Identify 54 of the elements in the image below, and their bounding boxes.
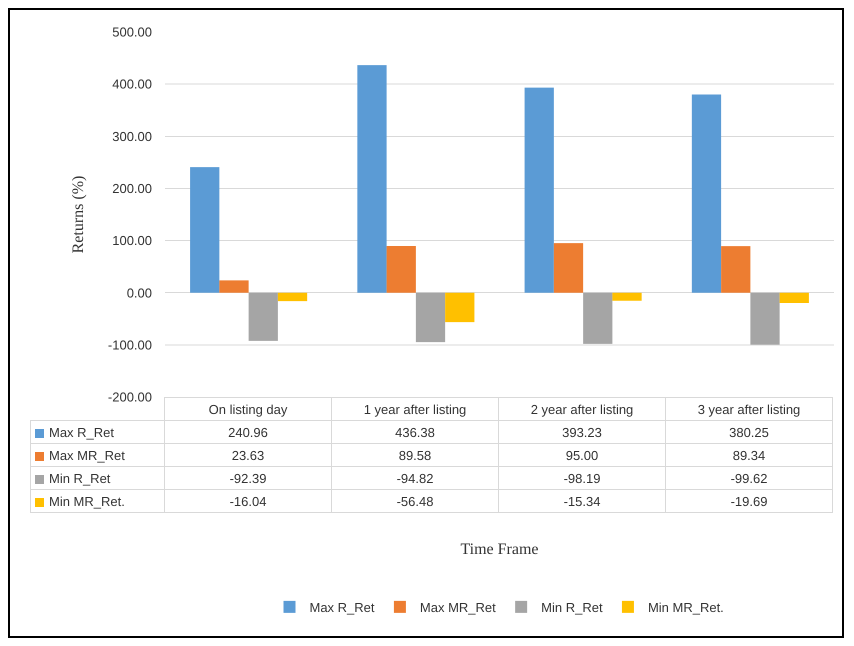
- y-tick-label: 100.00: [112, 233, 152, 248]
- x-tick-label: 3 year after listing: [666, 398, 832, 420]
- data-label: 393.23: [498, 420, 666, 444]
- x-tick-label: On listing day: [164, 398, 332, 420]
- x-tick-label: 1 year after listing: [332, 398, 498, 420]
- y-tick-label: 0.00: [126, 285, 152, 300]
- y-tick-label: 400.00: [112, 76, 152, 92]
- bar: [190, 167, 220, 293]
- y-tick-label: -100.00: [108, 337, 152, 352]
- y-axis-title: Returns (%): [70, 176, 87, 254]
- y-tick-label: 200.00: [112, 180, 152, 196]
- bar: [386, 246, 416, 293]
- data-label: -99.62: [666, 466, 832, 490]
- bar: [248, 292, 278, 341]
- bar: [721, 246, 750, 293]
- data-label: -98.19: [498, 466, 666, 490]
- bar: [612, 292, 642, 301]
- text: Max R_Ret: [310, 600, 375, 615]
- bar: [554, 243, 584, 293]
- legend-label: Max R_Ret: [49, 424, 114, 440]
- bar: [750, 292, 780, 345]
- y-tick-label: 300.00: [112, 128, 152, 144]
- bar: [219, 280, 249, 293]
- data-label: 89.34: [666, 444, 832, 466]
- text: Min MR_Ret.: [648, 600, 724, 615]
- legend-label: Min R_Ret: [49, 470, 110, 486]
- data-label: 89.58: [332, 444, 498, 466]
- data-label: -56.48: [332, 490, 498, 512]
- bar: [416, 292, 446, 342]
- y-tick-label: 500.00: [112, 24, 152, 40]
- bar: [692, 94, 722, 293]
- data-label: -16.04: [164, 490, 332, 512]
- text: Time Frame: [459, 541, 540, 559]
- bar: [278, 292, 308, 302]
- bar: [780, 292, 809, 303]
- data-label: 436.38: [332, 420, 498, 444]
- text: Max MR_Ret: [420, 600, 496, 615]
- data-label: 240.96: [164, 420, 332, 444]
- data-label: 95.00: [498, 444, 666, 466]
- data-label: -94.82: [332, 466, 498, 490]
- data-label: 23.63: [164, 444, 332, 466]
- data-label: -92.39: [164, 466, 332, 490]
- bar: [583, 292, 612, 344]
- data-label: 380.25: [666, 420, 832, 444]
- legend-label: Max MR_Ret: [49, 448, 125, 462]
- x-tick-label: 2 year after listing: [498, 398, 666, 420]
- legend-label: Min MR_Ret.: [49, 494, 125, 508]
- data-label: -19.69: [666, 490, 832, 512]
- bar: [357, 65, 387, 293]
- data-label: -15.34: [498, 490, 666, 512]
- bar: [524, 88, 554, 293]
- text: Min R_Ret: [541, 600, 603, 615]
- y-tick-label: -200.00: [108, 390, 152, 405]
- bar: [445, 292, 474, 322]
